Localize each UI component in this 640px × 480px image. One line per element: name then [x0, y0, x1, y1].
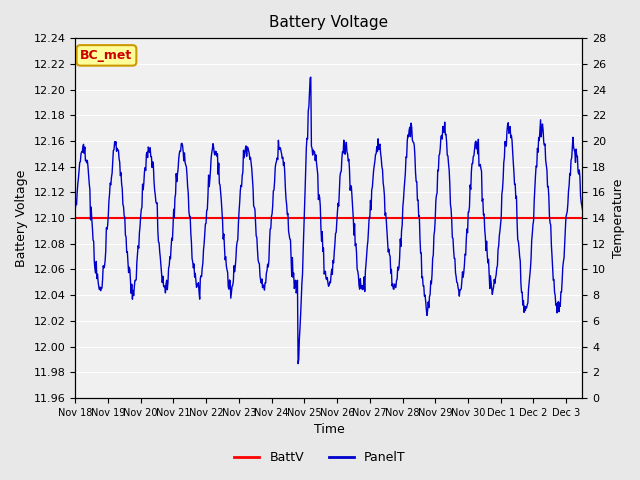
Y-axis label: Battery Voltage: Battery Voltage	[15, 169, 28, 267]
Y-axis label: Temperature: Temperature	[612, 179, 625, 258]
X-axis label: Time: Time	[314, 423, 344, 436]
Title: Battery Voltage: Battery Voltage	[269, 15, 388, 30]
Text: BC_met: BC_met	[81, 49, 132, 62]
Legend: BattV, PanelT: BattV, PanelT	[229, 446, 411, 469]
